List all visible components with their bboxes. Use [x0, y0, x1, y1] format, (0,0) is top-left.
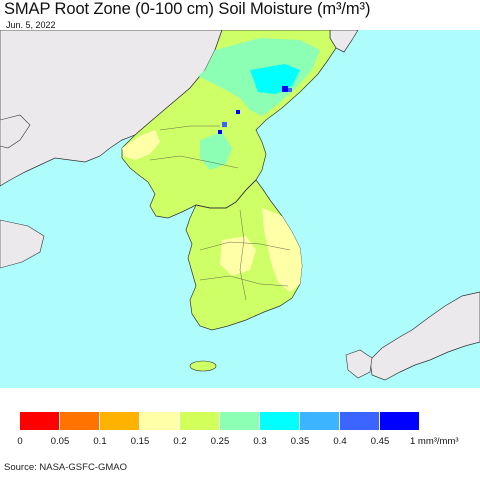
- jeju-island: [189, 360, 217, 372]
- page-title: SMAP Root Zone (0-100 cm) Soil Moisture …: [4, 0, 371, 18]
- colorbar-swatch-7: [300, 412, 340, 430]
- tick-label: 0.15: [130, 436, 150, 447]
- source-credit: Source: NASA-GSFC-GMAO: [4, 462, 127, 473]
- province-line-1: [149, 155, 239, 169]
- tick-label: 0.2: [173, 436, 187, 447]
- japan-landmass: [369, 291, 480, 381]
- tick-label: 0.25: [210, 436, 230, 447]
- tick-label: 0.3: [253, 436, 267, 447]
- colorbar: [20, 412, 420, 430]
- colorbar-swatch-6: [260, 412, 300, 430]
- date-label: Jun. 5, 2022: [6, 20, 56, 30]
- colorbar-swatch-3: [140, 412, 180, 430]
- colorbar-swatch-9: [380, 412, 420, 430]
- tick-label: 0.05: [50, 436, 70, 447]
- north-west-dry-zone: [122, 130, 160, 160]
- colorbar-swatch-5: [220, 412, 260, 430]
- tick-label: 0.4: [333, 436, 347, 447]
- tick-label: 0: [17, 436, 23, 447]
- colorbar-ticks: 0 0.05 0.1 0.15 0.2 0.25 0.3 0.35 0.4 0.…: [0, 436, 480, 450]
- unit-label: 1 mm³/mm³: [410, 436, 459, 447]
- province-line-2: [159, 125, 220, 131]
- south-central-dry: [220, 236, 256, 276]
- japan-island: [345, 349, 373, 379]
- dmz-border: [195, 179, 257, 209]
- province-line-5: [239, 209, 247, 301]
- central-north-wet: [200, 132, 232, 170]
- wet-pixel-5: [218, 130, 222, 134]
- south-dry-zone: [262, 208, 302, 292]
- colorbar-swatch-8: [340, 412, 380, 430]
- colorbar-swatch-0: [20, 412, 60, 430]
- wet-pixel-2: [288, 88, 292, 92]
- province-line-4: [199, 275, 289, 287]
- liaodong-peninsula: [0, 114, 31, 149]
- tick-label: 0.35: [290, 436, 310, 447]
- wet-pixel-3: [222, 122, 227, 127]
- tick-label: 0.1: [93, 436, 107, 447]
- tick-label: 0.45: [370, 436, 390, 447]
- colorbar-swatch-1: [60, 412, 100, 430]
- province-line-3: [199, 241, 291, 251]
- colorbar-swatch-2: [100, 412, 140, 430]
- shandong-landmass: [0, 219, 45, 269]
- wet-pixel-4: [236, 110, 240, 114]
- colorbar-swatch-4: [180, 412, 220, 430]
- soil-moisture-map[interactable]: [0, 30, 480, 388]
- wet-pixel-1: [282, 86, 288, 92]
